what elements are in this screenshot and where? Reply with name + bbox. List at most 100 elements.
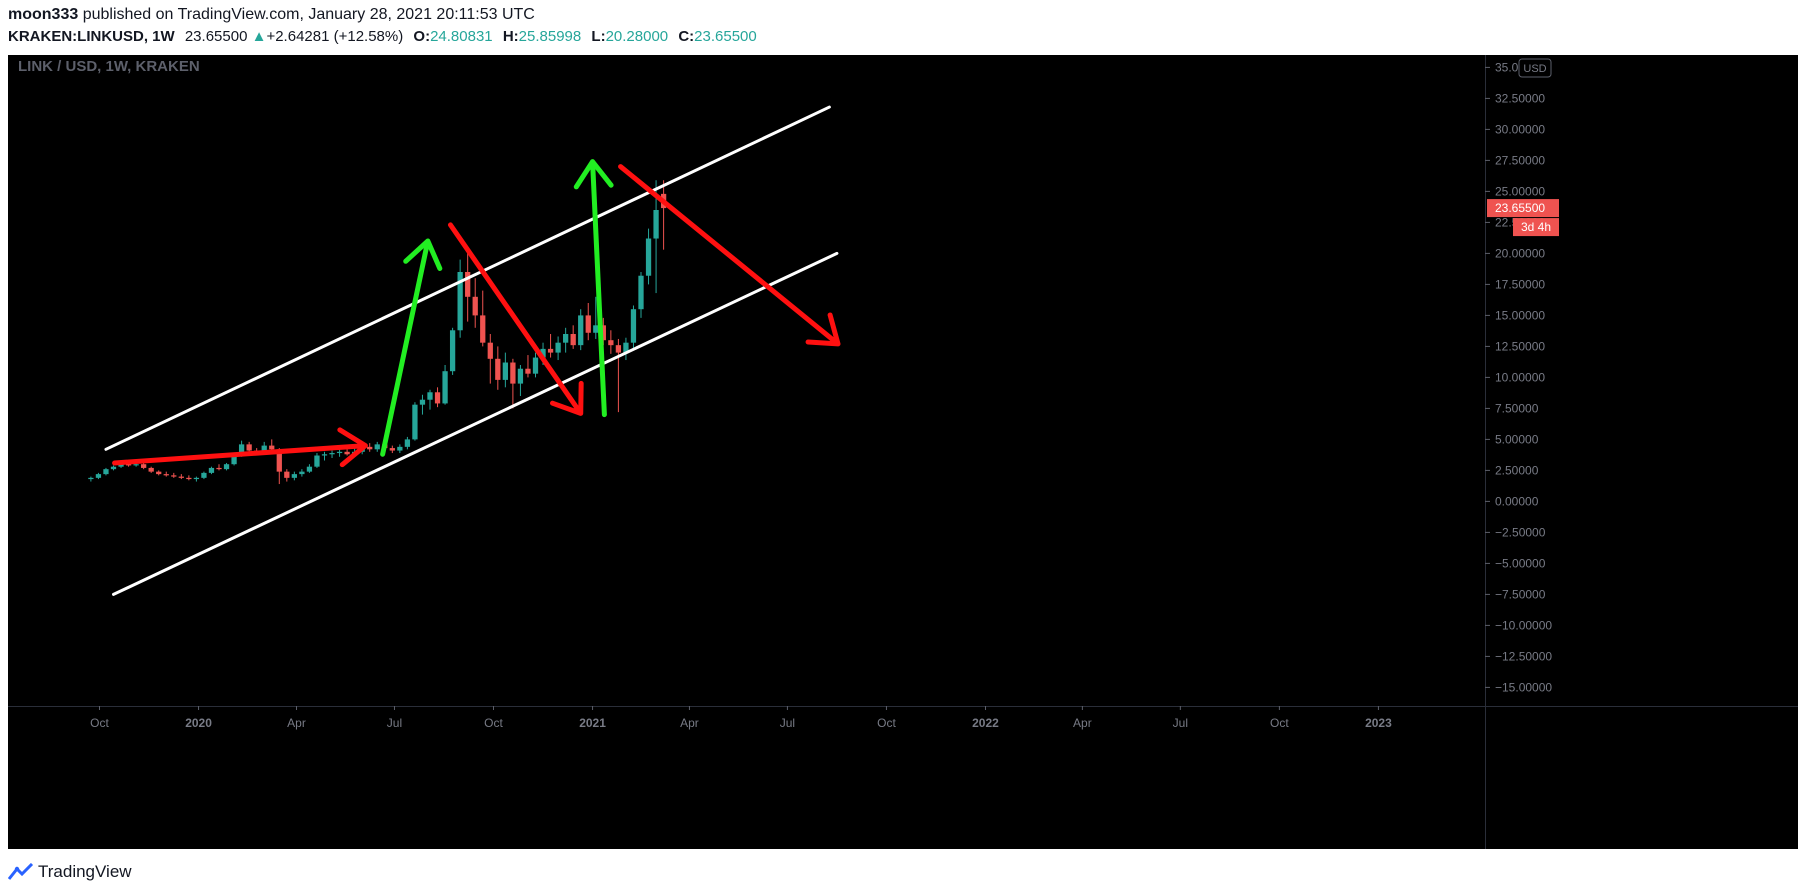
low-label: L: [591, 28, 606, 45]
price-tick-label: −12.50000 [1495, 649, 1552, 663]
candle-body [125, 464, 132, 466]
time-tick-label: Jul [780, 716, 795, 730]
time-tick-label: Oct [1270, 716, 1289, 730]
currency-badge [1518, 58, 1552, 78]
author-name[interactable]: moon333 [8, 6, 79, 23]
high-value: 25.85998 [518, 28, 582, 45]
time-tick-label: Jul [387, 716, 402, 730]
candle-body [261, 445, 267, 452]
candle-body [193, 477, 200, 480]
last-price: 23.65500 [184, 28, 248, 45]
candle-body [457, 272, 463, 331]
candle-body [201, 472, 207, 478]
price-tick-label: 27.50000 [1495, 153, 1545, 167]
price-tick-label: 15.00000 [1495, 308, 1545, 322]
time-tick-label: Oct [877, 716, 896, 730]
candle-body [419, 399, 426, 405]
candle-body [532, 357, 539, 374]
time-tick-label: 2020 [185, 716, 212, 730]
red-trend-arrow [447, 222, 584, 416]
price-tick-label: 20.00000 [1495, 246, 1545, 260]
red-trend-arrow [112, 427, 368, 468]
candle-body [404, 439, 411, 447]
price-tick-label: −2.50000 [1495, 525, 1546, 539]
candle-body [645, 238, 652, 276]
price-chart[interactable]: 35.0000032.5000030.0000027.5000025.00000… [8, 55, 1798, 849]
time-tick-label: Apr [680, 716, 699, 730]
candle-body [525, 368, 531, 374]
channel-upper-line [104, 105, 831, 451]
candle-body [336, 451, 343, 454]
red-trend-arrow [618, 164, 841, 347]
candle-body [178, 476, 184, 478]
candle-body [593, 325, 599, 333]
time-tick-label: Oct [484, 716, 503, 730]
candle-body [314, 455, 320, 467]
countdown-label: 3d 4h [1521, 220, 1551, 234]
candle-body [246, 444, 252, 451]
candle-body [555, 342, 561, 353]
candle-body [133, 464, 139, 466]
candle-body [110, 466, 117, 470]
time-tick-label: Jul [1173, 716, 1188, 730]
candle-body [118, 464, 124, 467]
candle-body [427, 392, 433, 400]
price-tick-label: −15.00000 [1495, 680, 1552, 694]
candle-body [449, 330, 456, 372]
candle-body [389, 448, 395, 451]
candle-body [412, 404, 418, 440]
time-tick-label: Apr [287, 716, 306, 730]
candle-body [231, 455, 237, 465]
candle-body [517, 368, 524, 384]
candle-body [148, 467, 154, 472]
candle-body [630, 309, 637, 343]
candle-body [480, 315, 486, 343]
candle-body [216, 467, 222, 470]
candle-body [578, 315, 584, 346]
candle-body [374, 444, 380, 450]
candle-body [547, 348, 554, 353]
chart-header: moon333 published on TradingView.com, Ja… [8, 4, 1798, 48]
price-tick-label: 5.00000 [1495, 432, 1539, 446]
candle-body [238, 444, 245, 456]
candle-body [563, 334, 569, 343]
time-tick-label: 2022 [972, 716, 999, 730]
candle-body [510, 362, 516, 384]
candle-body [623, 342, 629, 353]
time-tick-label: 2021 [579, 716, 606, 730]
price-tick-label: −10.00000 [1495, 618, 1552, 632]
price-tick-label: 17.50000 [1495, 277, 1545, 291]
price-tick-label: 7.50000 [1495, 401, 1539, 415]
candle-body [103, 469, 109, 475]
open-value: 24.80831 [430, 28, 493, 45]
candle-body [472, 296, 478, 316]
close-value: 23.65500 [694, 28, 757, 45]
candle-body [638, 275, 644, 310]
candle-body [397, 446, 403, 451]
candle-body [223, 464, 230, 470]
time-tick-label: Apr [1073, 716, 1092, 730]
candle-body [570, 334, 576, 346]
chart-area[interactable]: 35.0000032.5000030.0000027.5000025.00000… [8, 55, 1798, 849]
low-value: 20.28000 [605, 28, 669, 45]
last-price-tag [1487, 199, 1559, 218]
last-price-tag-label: 23.65500 [1495, 201, 1545, 215]
candle-body [615, 345, 622, 353]
tradingview-logo-icon[interactable] [8, 863, 34, 881]
up-triangle-icon: ▲ [251, 28, 267, 45]
publish-line: moon333 published on TradingView.com, Ja… [8, 4, 1798, 26]
candle-body [600, 325, 606, 341]
price-tick-label: 25.00000 [1495, 184, 1545, 198]
countdown-tag [1513, 218, 1559, 237]
candle-body [95, 474, 102, 478]
candle-body [585, 315, 591, 333]
candle-body [540, 348, 546, 358]
candle-body [608, 340, 614, 346]
high-label: H: [502, 28, 519, 45]
candle-body [284, 471, 290, 478]
candle-body [269, 445, 275, 450]
channel-lower-line [112, 251, 839, 596]
candle-body [344, 451, 350, 455]
price-tick-label: 12.50000 [1495, 339, 1545, 353]
candle-body [88, 477, 94, 480]
